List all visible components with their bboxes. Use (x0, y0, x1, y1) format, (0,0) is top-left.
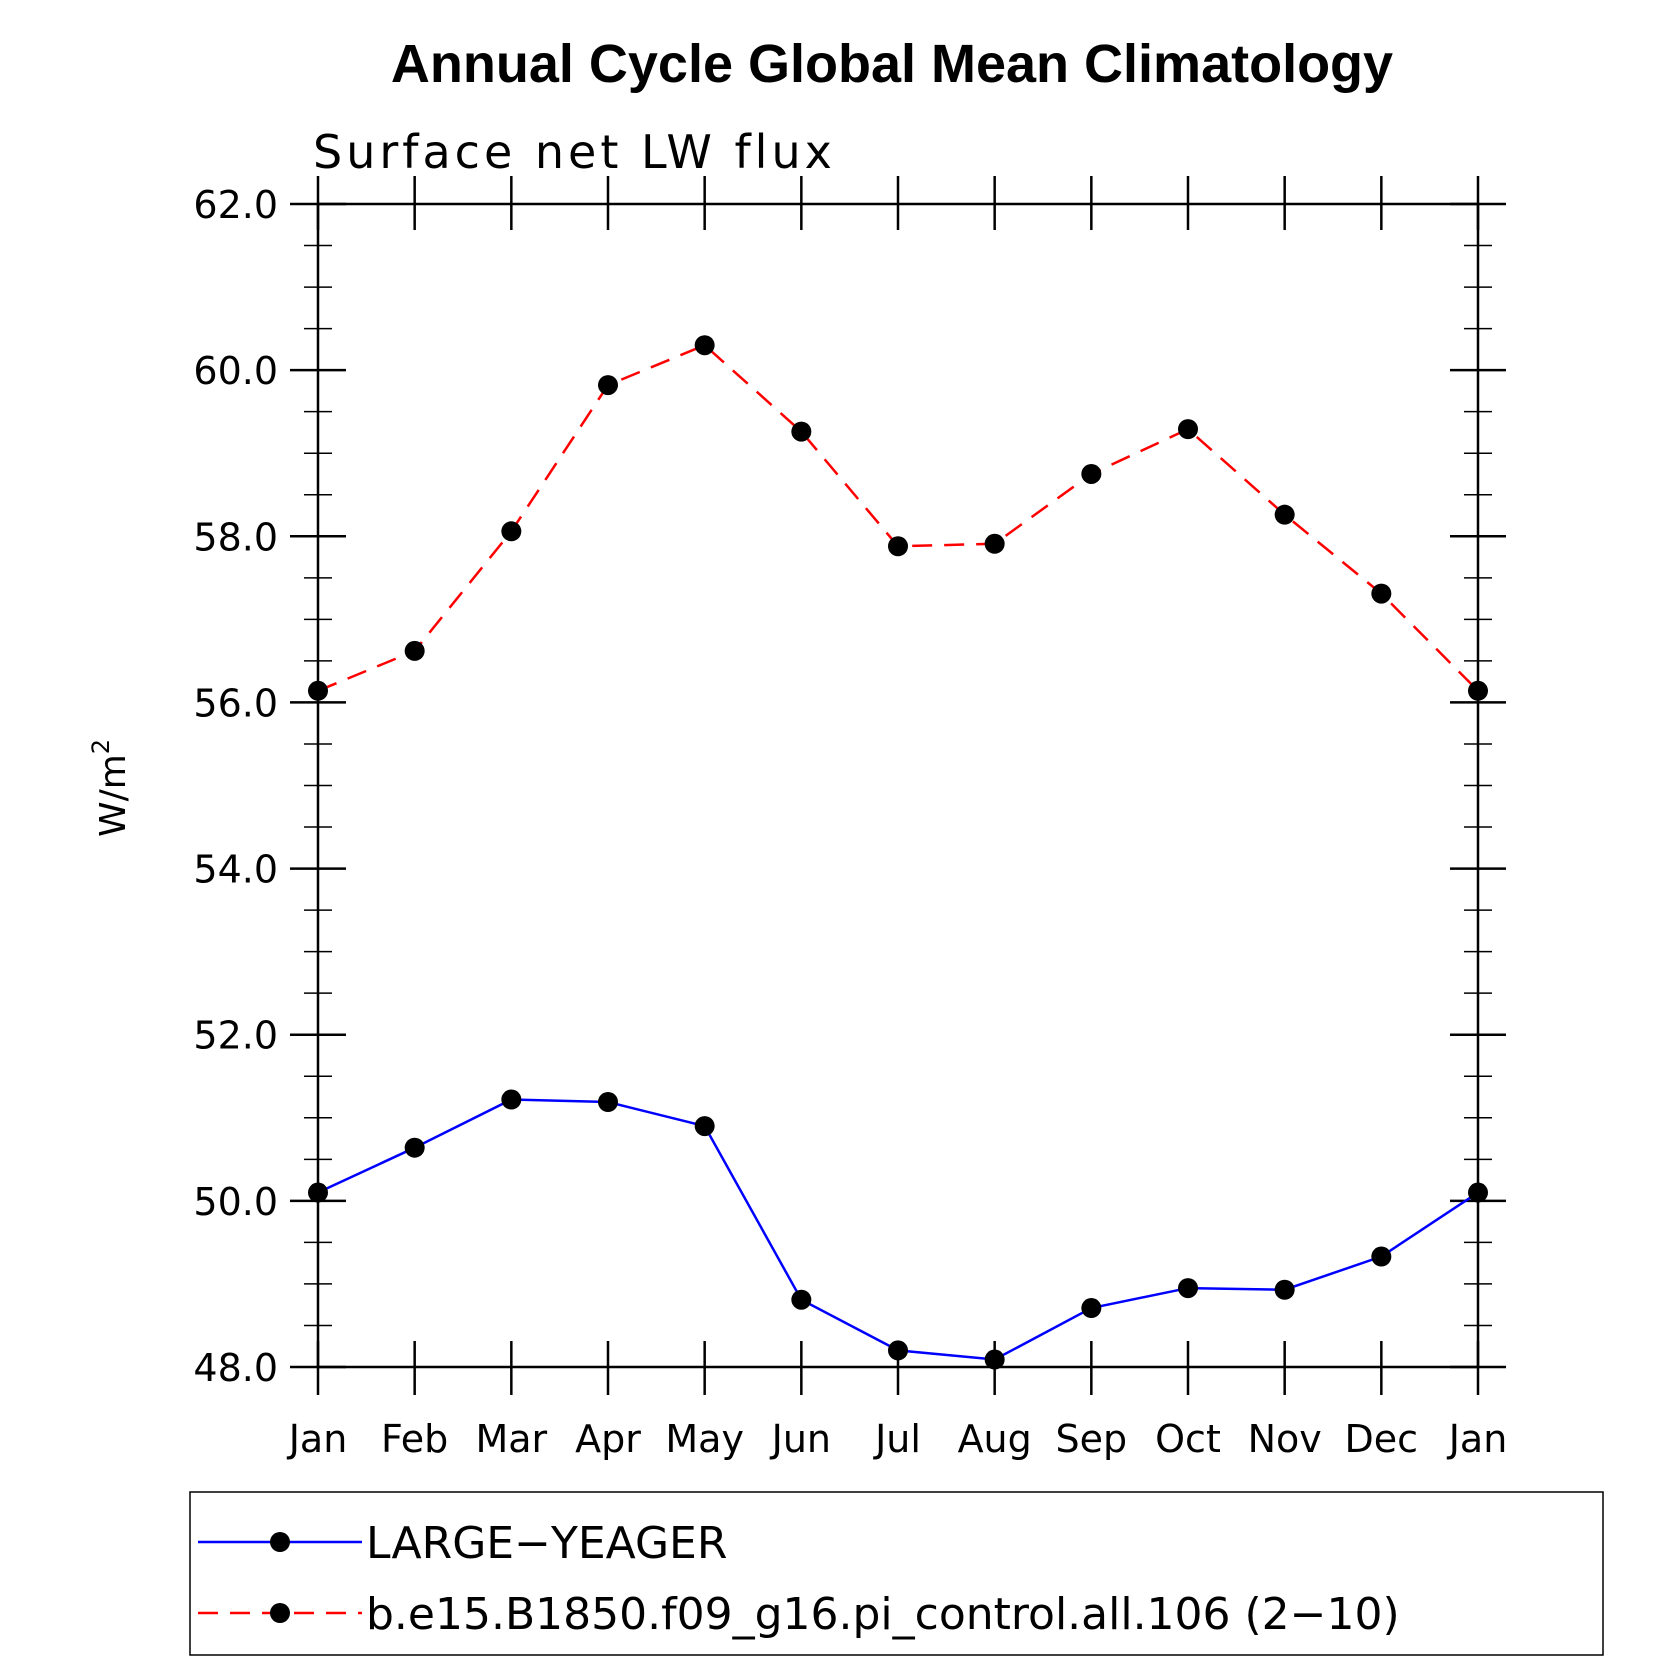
x-axis: Jan Feb Mar Apr May Jun Jul Aug Sep Oct Nov Dec Jan (287, 176, 1508, 1461)
legend-box (189, 1491, 1604, 1656)
x-tick-label: Oct (1155, 1417, 1221, 1461)
series-group (308, 335, 1488, 1370)
data-point (888, 1340, 908, 1361)
legend-marker-1 (270, 1603, 290, 1623)
x-tick-label: Dec (1345, 1417, 1419, 1461)
legend-label-1: b.e15.B1850.f09_g16.pi_control.all.106 (… (366, 1589, 1400, 1640)
y-axis: 48.0 50.0 52.0 54.0 56.0 58.0 60.0 62.0 (193, 183, 1506, 1390)
data-point (791, 1289, 812, 1310)
y-tick-label: 60.0 (193, 349, 278, 393)
data-point (791, 421, 812, 442)
data-point (1274, 1279, 1295, 1300)
data-point (1178, 419, 1198, 440)
data-point (694, 335, 715, 356)
data-point (888, 536, 908, 557)
x-tick-label: May (665, 1417, 744, 1461)
data-point (984, 1349, 1005, 1370)
data-point (694, 1116, 715, 1137)
data-point (404, 640, 425, 661)
data-point (598, 1092, 618, 1113)
data-point (501, 521, 522, 542)
y-tick-label: 50.0 (193, 1180, 278, 1224)
y-axis-label: W/m2 (87, 739, 134, 837)
data-point (1371, 1246, 1392, 1267)
data-point (308, 1182, 328, 1203)
data-point (501, 1089, 522, 1110)
x-tick-label: Jun (770, 1417, 831, 1461)
x-tick-label: Aug (958, 1417, 1032, 1461)
data-point (984, 533, 1005, 554)
y-axis-label-text: W/m (93, 754, 134, 837)
y-tick-label: 62.0 (193, 183, 278, 227)
x-tick-label: Sep (1056, 1417, 1128, 1461)
x-tick-label: Jan (1447, 1417, 1508, 1461)
series-line-1 (317, 343, 1479, 692)
y-axis-label-superscript: 2 (87, 739, 115, 754)
data-point (1081, 463, 1102, 484)
data-point (1468, 1182, 1488, 1203)
x-tick-label: Jan (287, 1417, 348, 1461)
data-point (1274, 504, 1295, 525)
plot-frame-border (316, 202, 1480, 1369)
y-tick-label: 54.0 (193, 848, 278, 892)
x-tick-label: Apr (575, 1417, 641, 1461)
series-line-0 (317, 1098, 1479, 1361)
legend: LARGE−YEAGER b.e15.B1850.f09_g16.pi_contr… (189, 1491, 1604, 1656)
data-point (1468, 680, 1488, 701)
chart-title: Annual Cycle Global Mean Climatology (391, 34, 1393, 94)
data-point (404, 1137, 425, 1158)
legend-label-0: LARGE−YEAGER (366, 1518, 727, 1569)
data-point (1178, 1278, 1198, 1299)
plot-frame (316, 202, 1480, 1369)
data-point (308, 680, 328, 701)
data-point (1371, 583, 1392, 604)
y-tick-label: 58.0 (193, 515, 278, 559)
x-tick-label: Feb (381, 1417, 448, 1461)
data-point (598, 375, 618, 396)
y-tick-label: 52.0 (193, 1014, 278, 1058)
x-tick-label: Mar (475, 1417, 547, 1461)
data-point (1081, 1298, 1102, 1319)
x-tick-label: Nov (1248, 1417, 1322, 1461)
chart-subtitle: Surface net LW flux (313, 125, 836, 179)
x-tick-label: Jul (873, 1417, 921, 1461)
y-tick-label: 48.0 (193, 1346, 278, 1390)
y-tick-label: 56.0 (193, 681, 278, 725)
legend-marker-0 (270, 1532, 290, 1552)
